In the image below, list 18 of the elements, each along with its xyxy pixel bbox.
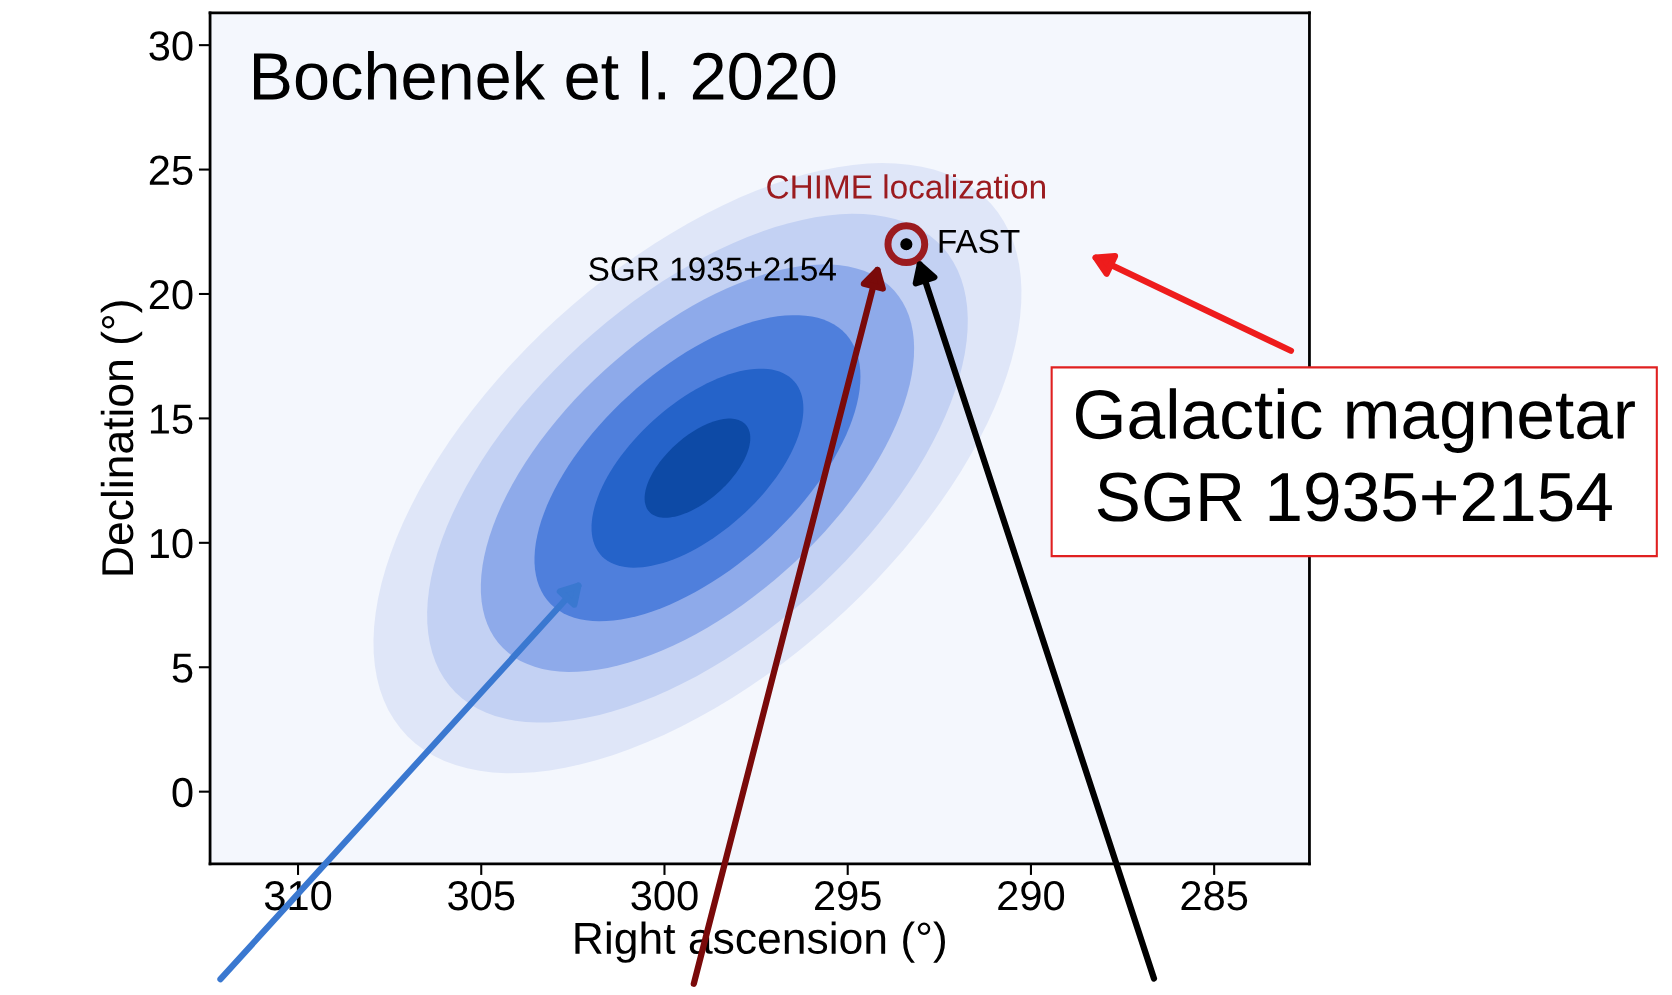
x-tick-label: 295: [815, 880, 881, 911]
y-tick-label: 25: [149, 155, 193, 186]
y-tick-label: 30: [149, 31, 193, 61]
y-tick-label: 20: [149, 279, 193, 310]
y-axis-title: Declination (°): [100, 301, 143, 575]
annotation: SGR 1935+2154: [589, 257, 836, 281]
x-tick-label: 300: [631, 880, 698, 911]
y-tick-label: 15: [150, 404, 193, 434]
annotation: Bochenek et l. 2020: [254, 51, 836, 101]
series-label: CHIME localization: [767, 174, 1045, 199]
y-tick-label: 10: [150, 528, 193, 559]
annotation: Galactic magnetar SGR 1935+2154: [1075, 388, 1635, 522]
x-tick-label: 285: [1181, 880, 1248, 911]
y-tick-label: 5: [172, 653, 193, 683]
series-label: FAST: [939, 229, 1020, 254]
x-tick-label: 305: [448, 880, 515, 911]
y-tick-label: 0: [172, 777, 193, 808]
x-tick-label: 290: [998, 880, 1065, 911]
